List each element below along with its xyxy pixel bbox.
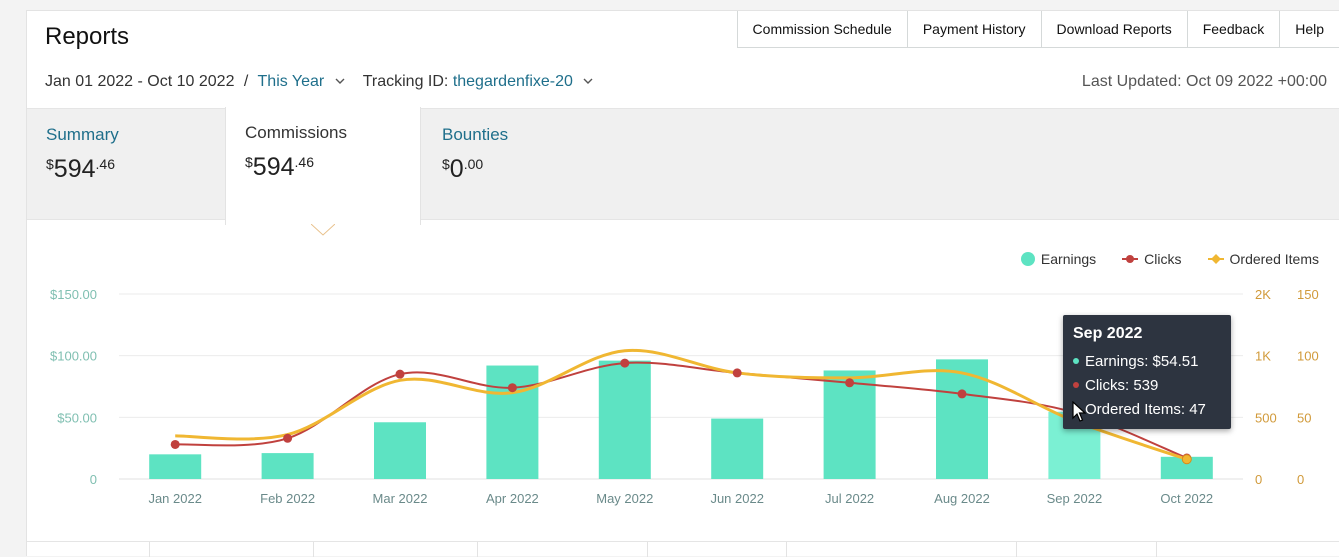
summary-band: Summary $594.46 Commissions $594.46 Boun… [27, 107, 1339, 225]
page-title: Reports [45, 23, 130, 50]
top-nav: Commission Schedule Payment History Down… [736, 11, 1339, 48]
x-tick-label: Jul 2022 [825, 491, 874, 506]
y-right-clicks-tick-label: 0 [1255, 472, 1262, 487]
earnings-bar [711, 418, 764, 479]
table-cell [314, 542, 478, 557]
clicks-point [170, 439, 180, 449]
y-left-tick-label: $50.00 [57, 410, 97, 425]
y-left-tick-label: 0 [90, 472, 97, 487]
table-cell [478, 542, 648, 557]
x-tick-label: Apr 2022 [486, 491, 539, 506]
table-cell [27, 542, 150, 557]
commission-schedule-button[interactable]: Commission Schedule [736, 11, 907, 48]
x-tick-label: Feb 2022 [260, 491, 315, 506]
legend-clicks[interactable]: Clicks [1122, 251, 1182, 267]
x-tick-label: Oct 2022 [1160, 491, 1213, 506]
y-right-clicks-tick-label: 2K [1255, 287, 1271, 302]
reports-panel: Reports Commission Schedule Payment Hist… [26, 10, 1339, 557]
commissions-value: $594.46 [245, 153, 314, 181]
table-cell [1017, 542, 1157, 557]
x-tick-label: Jun 2022 [710, 491, 764, 506]
ordered-items-point [1181, 454, 1192, 465]
clicks-point [845, 378, 855, 388]
bottom-table-header [27, 541, 1339, 557]
bounties-card[interactable]: Bounties $0.00 [423, 109, 623, 221]
y-right-clicks-tick-label: 1K [1255, 349, 1271, 364]
chart-legend: Earnings Clicks Ordered Items [1020, 251, 1319, 267]
y-right-items-tick-label: 50 [1297, 410, 1311, 425]
earnings-bar [936, 359, 988, 479]
legend-earnings[interactable]: Earnings [1020, 251, 1096, 267]
chevron-down-icon [583, 76, 593, 88]
commissions-label: Commissions [245, 123, 348, 142]
commissions-card[interactable]: Commissions $594.46 [225, 107, 421, 225]
payment-history-button[interactable]: Payment History [906, 11, 1041, 48]
filters-bar: Jan 01 2022 - Oct 10 2022 / This Year Tr… [45, 73, 593, 91]
x-tick-label: Sep 2022 [1047, 491, 1103, 506]
clicks-line [175, 361, 1188, 459]
clicks-point [395, 369, 405, 379]
earnings-bar [149, 454, 202, 479]
table-cell [787, 542, 1017, 557]
bounties-value: $0.00 [442, 155, 484, 183]
tooltip-earnings: Earnings: $54.51 [1073, 350, 1221, 374]
earnings-bar [598, 360, 651, 479]
clicks-point [620, 358, 630, 368]
earnings-bar [1160, 456, 1213, 479]
clicks-point [957, 389, 967, 399]
summary-label: Summary [46, 125, 119, 144]
y-right-items-tick-label: 0 [1297, 472, 1304, 487]
x-tick-label: Mar 2022 [373, 491, 428, 506]
y-right-clicks-tick-label: 500 [1255, 410, 1277, 425]
x-tick-label: Aug 2022 [934, 491, 990, 506]
ordered-items-line [175, 348, 1188, 461]
date-range-text: Jan 01 2022 - Oct 10 2022 [45, 73, 235, 90]
feedback-button[interactable]: Feedback [1186, 11, 1280, 48]
active-card-caret [311, 224, 335, 236]
help-button[interactable]: Help [1279, 11, 1339, 48]
earnings-bar [261, 453, 314, 479]
date-range-selector[interactable]: Jan 01 2022 - Oct 10 2022 / This Year [45, 73, 345, 91]
table-cell [648, 542, 787, 557]
summary-value: $594.46 [46, 155, 115, 183]
download-reports-button[interactable]: Download Reports [1040, 11, 1187, 48]
chart-tooltip: Sep 2022 Earnings: $54.51 Clicks: 539 Or… [1063, 315, 1231, 429]
bounties-label: Bounties [442, 125, 509, 144]
earnings-bar [486, 365, 539, 479]
tooltip-title: Sep 2022 [1073, 325, 1143, 342]
period-link: This Year [257, 73, 325, 90]
x-tick-label: Jan 2022 [148, 491, 202, 506]
date-separator: / [243, 73, 249, 90]
summary-card[interactable]: Summary $594.46 [27, 109, 227, 221]
last-updated: Last Updated: Oct 09 2022 +00:00 [1081, 73, 1327, 90]
y-left-tick-label: $150.00 [50, 287, 97, 302]
mouse-pointer-icon [1072, 401, 1086, 422]
x-tick-label: May 2022 [596, 491, 653, 506]
tracking-id-value: thegardenfixe-20 [452, 73, 573, 90]
chevron-down-icon [335, 76, 345, 88]
legend-ordered-items[interactable]: Ordered Items [1207, 251, 1319, 267]
y-left-tick-label: $100.00 [50, 349, 97, 364]
clicks-point [283, 433, 293, 443]
table-cell [150, 542, 314, 557]
earnings-bar [374, 422, 426, 479]
earnings-bar [823, 370, 876, 479]
clicks-point [507, 383, 517, 393]
y-right-items-tick-label: 150 [1297, 287, 1319, 302]
tooltip-clicks: Clicks: 539 [1073, 374, 1221, 398]
y-right-items-tick-label: 100 [1297, 349, 1319, 364]
tracking-id-selector[interactable]: Tracking ID: thegardenfixe-20 [363, 73, 594, 91]
tooltip-ordered: Ordered Items: 47 [1073, 398, 1221, 422]
tracking-label: Tracking ID: [362, 73, 449, 90]
clicks-point [732, 368, 742, 378]
